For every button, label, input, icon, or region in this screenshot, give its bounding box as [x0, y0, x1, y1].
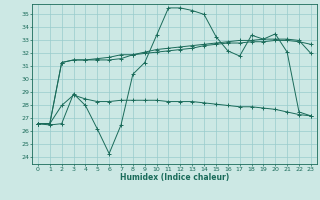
X-axis label: Humidex (Indice chaleur): Humidex (Indice chaleur): [120, 173, 229, 182]
